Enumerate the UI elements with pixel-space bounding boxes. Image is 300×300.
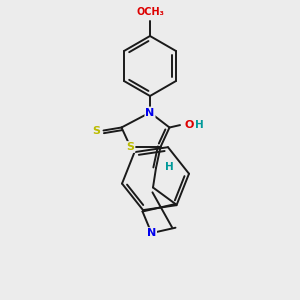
Text: OCH₃: OCH₃	[136, 7, 164, 17]
Text: S: S	[92, 125, 100, 136]
Text: N: N	[146, 107, 154, 118]
Text: O: O	[184, 120, 194, 130]
Text: H: H	[165, 161, 174, 172]
Text: S: S	[127, 142, 134, 152]
Text: N: N	[147, 228, 156, 238]
Text: H: H	[195, 120, 204, 130]
